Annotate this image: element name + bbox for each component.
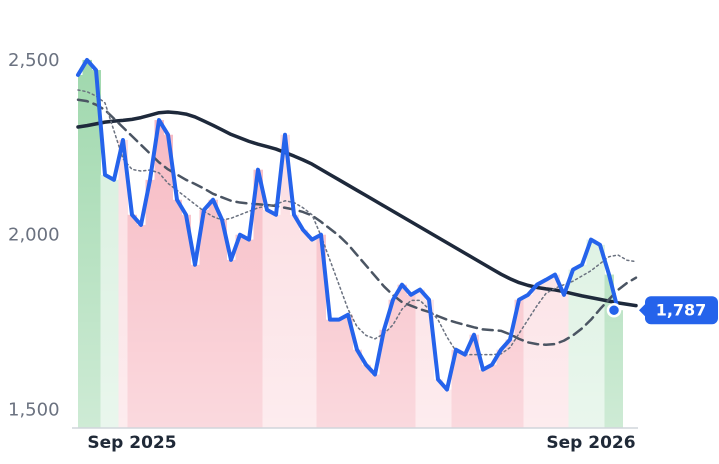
y-tick-label: 1,500 xyxy=(8,400,60,421)
area-fade xyxy=(78,40,636,428)
end-badge-pointer xyxy=(639,304,645,317)
x-tick-label: Sep 2026 xyxy=(546,433,635,453)
y-tick-label: 2,500 xyxy=(8,50,60,71)
end-label: 1,787 xyxy=(656,301,707,320)
end-badge xyxy=(645,296,718,325)
series-line xyxy=(76,57,620,392)
series-line xyxy=(76,98,638,347)
last-point xyxy=(606,302,622,318)
series-line xyxy=(76,110,638,308)
y-tick-label: 2,000 xyxy=(8,225,60,246)
series-line xyxy=(77,89,637,356)
x-tick-label: Sep 2025 xyxy=(87,433,176,453)
